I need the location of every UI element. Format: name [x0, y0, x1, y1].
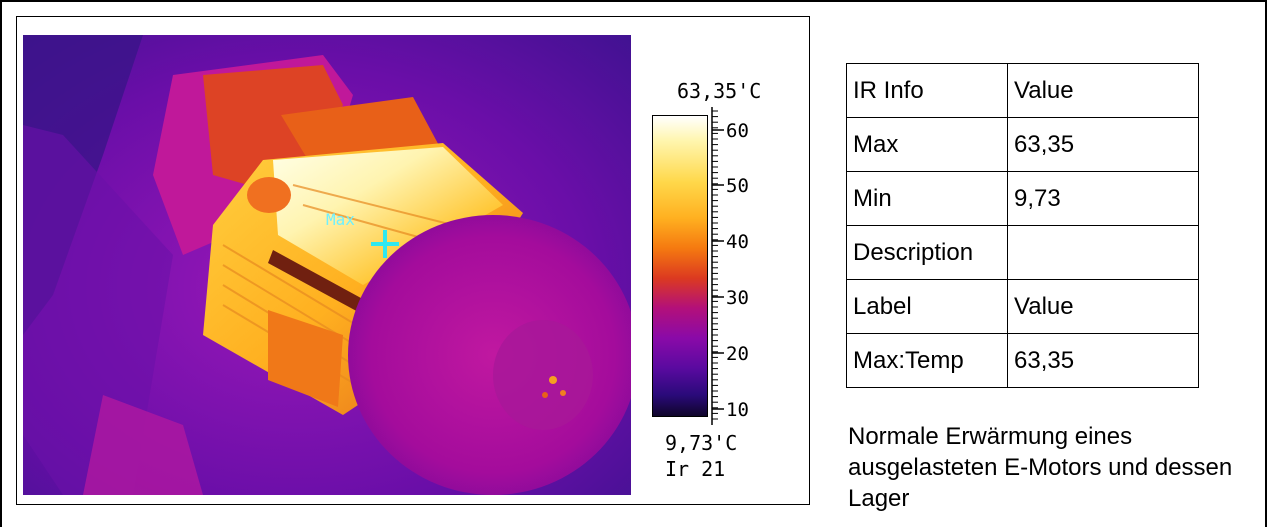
- table-cell-label: Max:Temp: [846, 333, 1008, 388]
- color-scale-bar: [652, 115, 708, 417]
- tick-label-30: 30: [726, 287, 749, 309]
- table-row: Description: [846, 225, 1199, 280]
- scale-min-label: 9,73'C: [665, 431, 738, 455]
- tick-label-50: 50: [726, 175, 749, 197]
- tick-label-10: 10: [726, 399, 749, 421]
- table-row: Min 9,73: [846, 171, 1199, 226]
- table-cell-label: Min: [846, 171, 1008, 226]
- table-cell-value: 63,35: [1007, 333, 1199, 388]
- tick-label-20: 20: [726, 343, 749, 365]
- table-row: Max:Temp 63,35: [846, 333, 1199, 388]
- scale-max-label: 63,35'C: [677, 79, 762, 103]
- tick-label-60: 60: [726, 120, 749, 142]
- table-cell-value: [1007, 225, 1199, 280]
- table-row: Label Value: [846, 279, 1199, 334]
- max-crosshair-icon: [371, 230, 399, 258]
- tick-label-40: 40: [726, 231, 749, 253]
- table-row: IR Info Value: [846, 63, 1199, 118]
- ir-info-table: IR Info Value Max 63,35 Min 9,73 Descrip…: [846, 63, 1199, 388]
- table-cell-value: Value: [1007, 279, 1199, 334]
- table-cell-value: 63,35: [1007, 117, 1199, 172]
- table-cell-value: Value: [1007, 63, 1199, 118]
- scale-axis: 60 50 40 30 20 10: [711, 107, 749, 425]
- thermal-image: [23, 35, 631, 495]
- table-cell-label: Label: [846, 279, 1008, 334]
- table-cell-label: Description: [846, 225, 1008, 280]
- table-cell-label: Max: [846, 117, 1008, 172]
- max-marker-label: Max: [326, 210, 355, 229]
- caption-text: Normale Erwärmung eines ausgelasteten E-…: [848, 423, 1233, 512]
- image-id-label: Ir 21: [665, 457, 726, 481]
- ir-image-panel: Max 63,35'C 60 50 40 30 20 10 9,73'C Ir …: [16, 16, 810, 505]
- table-row: Max 63,35: [846, 117, 1199, 172]
- table-cell-value: 9,73: [1007, 171, 1199, 226]
- table-cell-label: IR Info: [846, 63, 1008, 118]
